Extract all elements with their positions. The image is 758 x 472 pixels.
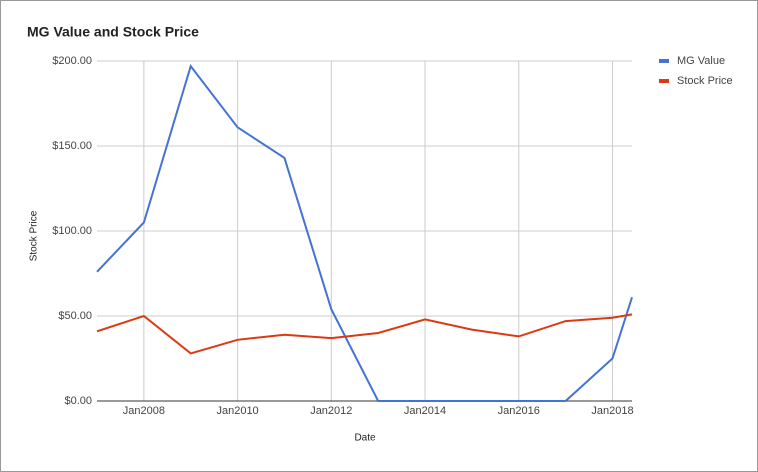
y-tick-label: $100.00: [52, 225, 92, 237]
x-tick-label: Jan2016: [498, 405, 540, 417]
x-tick-label: Jan2018: [591, 405, 633, 417]
legend-swatch: [659, 79, 669, 83]
x-axis-label: Date: [354, 433, 376, 444]
x-tick-label: Jan2010: [216, 405, 258, 417]
legend-label: MG Value: [677, 55, 725, 67]
y-tick-label: $0.00: [64, 395, 92, 407]
x-tick-label: Jan2012: [310, 405, 352, 417]
legend-swatch: [659, 59, 669, 63]
y-tick-label: $150.00: [52, 140, 92, 152]
series-line: [96, 63, 633, 402]
y-tick-label: $200.00: [52, 55, 92, 67]
chart-title: MG Value and Stock Price: [27, 24, 199, 40]
legend-label: Stock Price: [677, 75, 733, 87]
y-axis-label: Stock Price: [29, 210, 40, 261]
series-line: [96, 313, 633, 355]
x-tick-label: Jan2014: [404, 405, 446, 417]
y-tick-label: $50.00: [58, 310, 92, 322]
x-tick-label: Jan2008: [123, 405, 165, 417]
